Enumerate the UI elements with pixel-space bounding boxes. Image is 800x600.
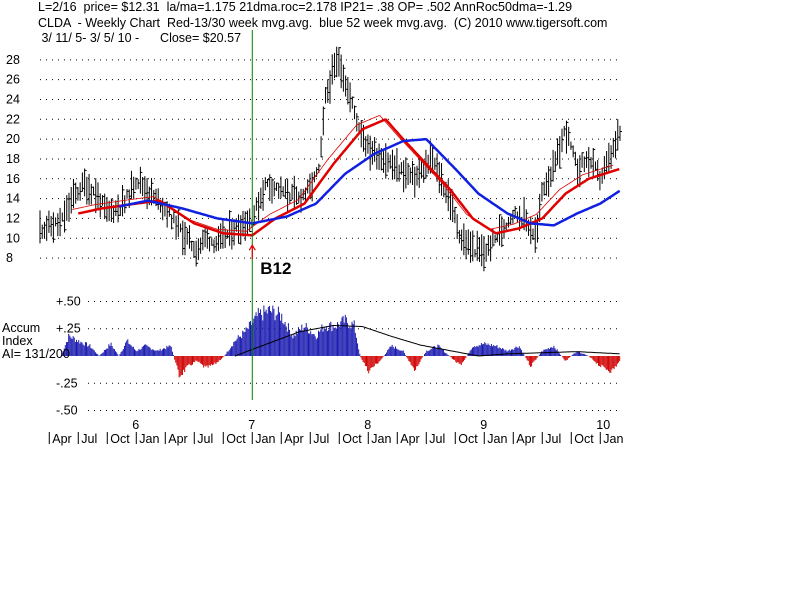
month-label: Apr — [516, 432, 535, 446]
ai-tick-label: -.25 — [56, 376, 78, 390]
price-tick-label: 24 — [6, 92, 20, 106]
month-label: Jul — [429, 432, 445, 446]
signal-label: B12 — [260, 259, 291, 278]
price-tick-label: 20 — [6, 132, 20, 146]
month-label: Jul — [545, 432, 561, 446]
month-label: Oct — [458, 432, 478, 446]
axis-labels: 8 10 12 14 16 18 20 22 24 26 28 +.50 +.25 -.25 -.50 Acc… — [2, 53, 81, 418]
year-label: 9 — [480, 418, 487, 432]
month-label: Oct — [226, 432, 246, 446]
month-label: Jul — [81, 432, 97, 446]
ma-lines: B12 — [72, 30, 621, 400]
ai-tick-label: +.25 — [56, 322, 81, 336]
month-label: Jul — [197, 432, 213, 446]
month-label: Apr — [52, 432, 71, 446]
year-label: 6 — [132, 418, 139, 432]
price-tick-label: 12 — [6, 211, 20, 225]
month-label: Jan — [487, 432, 507, 446]
month-label: Apr — [284, 432, 303, 446]
header-line-1: L=2/16 price= $12.31 la/ma=1.175 21dma.r… — [38, 0, 573, 14]
month-label: Jul — [313, 432, 329, 446]
price-tick-label: 22 — [6, 112, 20, 126]
month-label: Jan — [603, 432, 623, 446]
price-bars — [39, 46, 622, 272]
price-tick-label: 26 — [6, 73, 20, 87]
price-tick-label: 28 — [6, 53, 20, 67]
year-label: 10 — [596, 418, 610, 432]
month-label: Jan — [139, 432, 159, 446]
price-tick-label: 8 — [6, 251, 13, 265]
price-tick-label: 10 — [6, 231, 20, 245]
month-label: Oct — [574, 432, 594, 446]
ai-bars — [61, 305, 621, 378]
year-label: 7 — [248, 418, 255, 432]
price-tick-label: 14 — [6, 192, 20, 206]
price-tick-label: 18 — [6, 152, 20, 166]
price-tick-label: 16 — [6, 172, 20, 186]
red-13-week-ma — [72, 115, 614, 232]
ai-tick-label: +.50 — [56, 294, 81, 308]
header-line-3: 3/ 11/ 5- 3/ 5/ 10 - Close= $20.57 — [38, 31, 242, 45]
month-label: Apr — [400, 432, 419, 446]
year-label: 8 — [364, 418, 371, 432]
x-axis: Apr Jul Oct Jan Apr Jul Oct Jan Apr Jul Oct Jan Apr J… — [48, 418, 623, 446]
month-label: Oct — [110, 432, 130, 446]
month-label: Jan — [255, 432, 275, 446]
ai-label: Index — [2, 334, 33, 348]
month-label: Jan — [371, 432, 391, 446]
blue-52-week-ma — [118, 137, 621, 227]
ai-tick-label: -.50 — [56, 404, 78, 418]
month-label: Oct — [342, 432, 362, 446]
ai-label: Accum — [2, 321, 40, 335]
ai-label: AI= 131/200 — [2, 347, 70, 361]
month-label: Apr — [168, 432, 187, 446]
signal-arrow-head — [248, 244, 256, 251]
ai-ma-line — [234, 325, 620, 357]
header-line-2: CLDA - Weekly Chart Red-13/30 week mvg.a… — [38, 16, 608, 30]
